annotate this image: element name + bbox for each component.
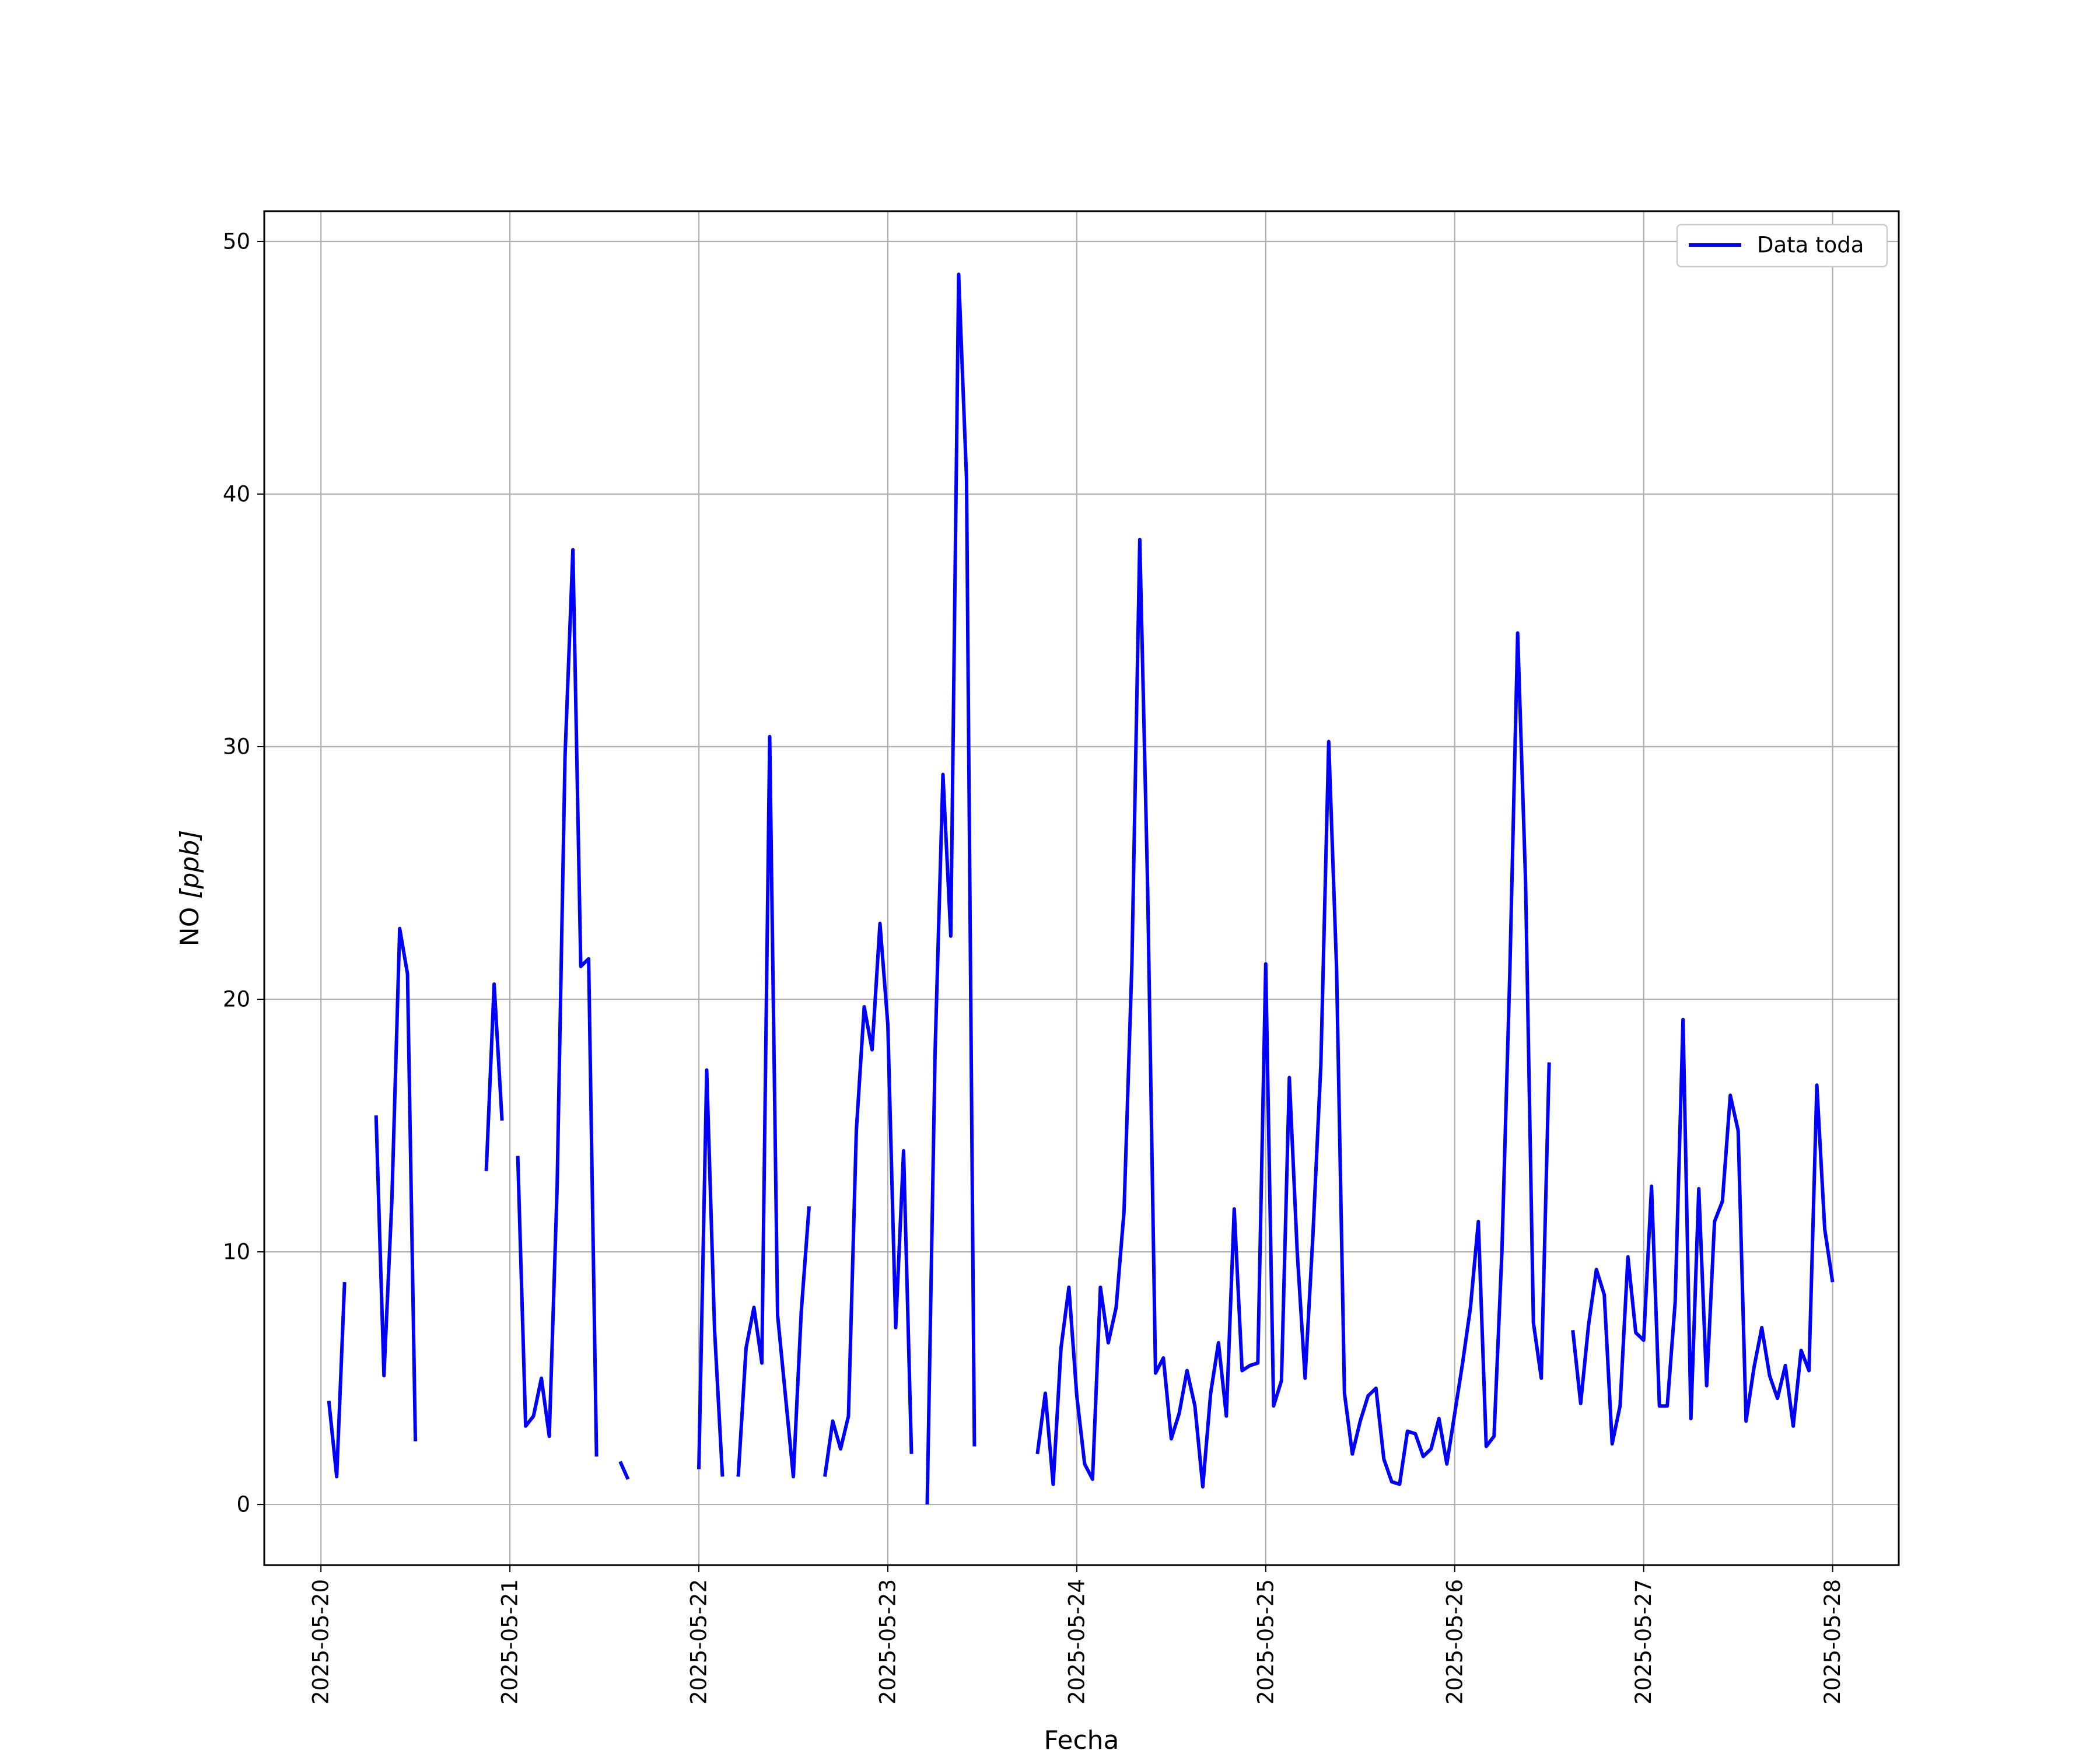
y-tick-label: 50 xyxy=(223,229,250,254)
series-line-segment xyxy=(618,1461,630,1480)
y-tick-label: 0 xyxy=(236,1492,250,1517)
y-tick-label: 30 xyxy=(223,734,250,760)
series-line-segment xyxy=(1571,1017,1835,1446)
y-axis-title: NO [ppb] xyxy=(175,830,205,947)
y-tick-label: 10 xyxy=(223,1240,250,1265)
legend-box xyxy=(1676,223,1888,268)
x-tick-label: 2025-05-23 xyxy=(875,1579,900,1704)
x-tick-label: 2025-05-28 xyxy=(1820,1579,1845,1704)
series-line-segment xyxy=(516,548,598,1457)
y-axis-title-unit: [ppb] xyxy=(175,830,205,899)
series-line-segment xyxy=(697,1068,724,1477)
series-line-segment xyxy=(1035,537,1551,1489)
y-tick-label: 40 xyxy=(223,481,250,506)
x-tick-label: 2025-05-20 xyxy=(309,1579,334,1704)
series-line-segment xyxy=(327,1282,346,1479)
x-tick-label: 2025-05-24 xyxy=(1064,1579,1089,1704)
legend-label: Data toda xyxy=(1757,233,1864,258)
x-axis: 2025-05-20 2025-05-21 2025-05-22 2025-05-23… xyxy=(309,1565,1845,1704)
series-line-segment xyxy=(925,272,977,1505)
y-axis-title-prefix: NO xyxy=(175,899,205,947)
grid-lines xyxy=(264,211,1899,1565)
x-tick-label: 2025-05-25 xyxy=(1253,1579,1278,1704)
series-layer xyxy=(327,272,1835,1505)
series-line-segment xyxy=(823,922,914,1477)
x-tick-label: 2025-05-21 xyxy=(498,1579,523,1704)
series-line-segment xyxy=(484,982,504,1171)
y-axis: 0 10 20 30 40 50 xyxy=(223,229,264,1517)
x-axis-title: Fecha xyxy=(1044,1726,1119,1750)
series-line-segment xyxy=(736,734,811,1479)
series-line-segment xyxy=(374,926,418,1441)
x-tick-label: 2025-05-27 xyxy=(1631,1579,1656,1704)
x-tick-label: 2025-05-22 xyxy=(687,1579,712,1704)
legend: Data toda xyxy=(1676,223,1888,268)
y-tick-label: 20 xyxy=(223,987,250,1012)
plot-frame xyxy=(263,210,1900,1566)
x-tick-label: 2025-05-26 xyxy=(1442,1579,1467,1704)
